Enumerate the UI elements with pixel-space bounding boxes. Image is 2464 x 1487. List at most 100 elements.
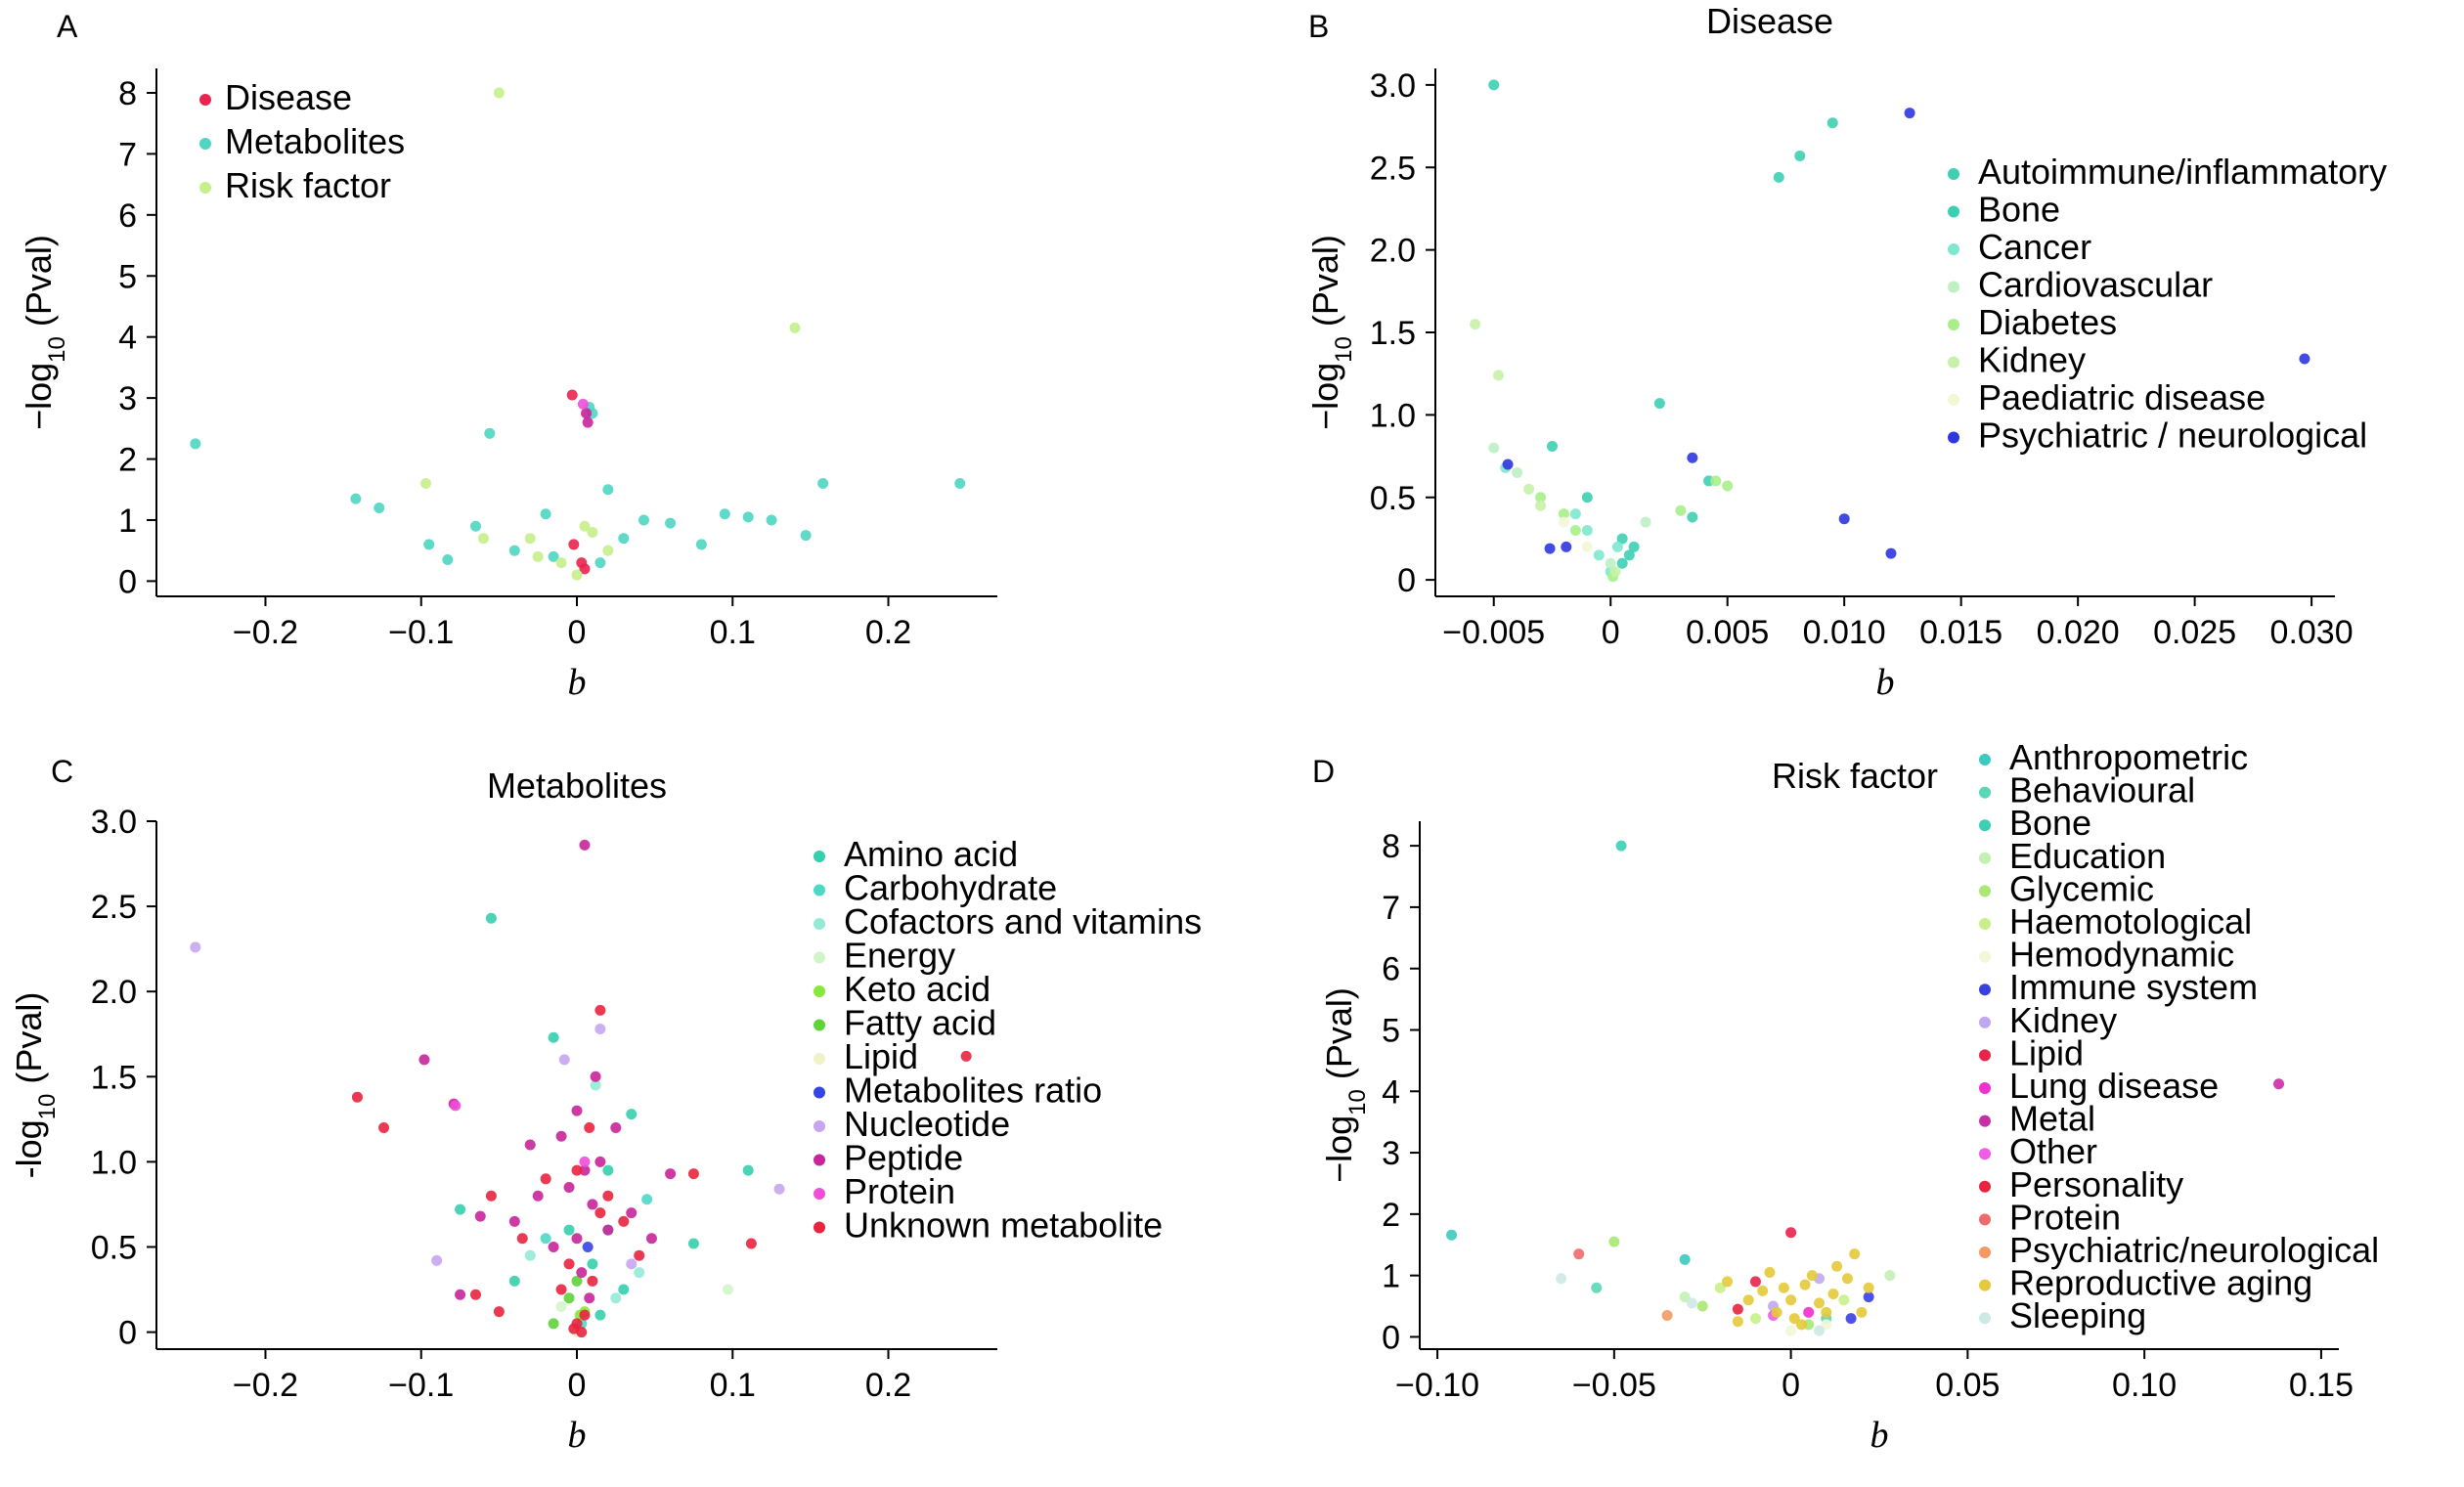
point-metabolites: [954, 478, 966, 490]
point-reproductive-aging: [1785, 1294, 1797, 1306]
point-risk-factor: [587, 526, 598, 538]
point-glycemic: [1608, 1236, 1620, 1247]
point-peptide: [594, 1156, 606, 1167]
panel-a: A −0.2 −0.1 0 0.1 0.2 0 1 2 3 4 5 6 7 8 b −log10 (Pval) D…: [19, 9, 997, 703]
legend-swatch: [814, 1053, 825, 1065]
legend-swatch: [814, 851, 825, 862]
y-tick-label: 4: [118, 320, 137, 357]
x-tick-label: 0.1: [710, 614, 756, 651]
point-nucleotide: [558, 1054, 570, 1066]
point-reproductive-aging: [1799, 1279, 1811, 1290]
legend-label: Unknown metabolite: [844, 1205, 1163, 1246]
x-tick-label: −0.1: [388, 614, 454, 651]
point-bone: [1615, 840, 1627, 852]
panel-c: C Metabolites −0.2 −0.1 0 0.1 0.2 0 0.5 1.0 1.5 2.0…: [9, 754, 1202, 1456]
x-axis-title: b: [568, 1415, 587, 1456]
point-metabolites: [742, 511, 754, 523]
x-tick-label: 0.025: [2153, 614, 2236, 651]
y-tick-label: 1.0: [1370, 397, 1416, 434]
point-autoimmune-inflammatory: [1773, 171, 1784, 183]
point-lipid: [1785, 1227, 1797, 1239]
point-unknown-metabolite: [584, 1122, 595, 1134]
y-tick-label: 3.0: [91, 804, 137, 841]
points-group: [190, 839, 972, 1338]
point-kidney: [1493, 370, 1505, 381]
legend-swatch: [814, 1221, 825, 1234]
legend-label: Diabetes: [1978, 302, 2117, 342]
x-tick-label: 0: [1602, 614, 1620, 651]
point-psychiatric-neurological: [1544, 543, 1556, 554]
panel-title: Disease: [1706, 1, 1833, 41]
point-amino-acid: [548, 1031, 559, 1043]
legend-swatch: [1948, 168, 1959, 180]
point-immune-system: [1845, 1313, 1857, 1325]
point-unknown-metabolite: [351, 1091, 363, 1103]
point-reproductive-aging: [1849, 1248, 1861, 1260]
x-tick-label: 0: [568, 614, 587, 651]
point-reproductive-aging: [1742, 1294, 1754, 1306]
legend-label: Sleeping: [2009, 1295, 2146, 1335]
point-risk-factor: [493, 87, 505, 99]
legend-swatch: [1948, 356, 1959, 369]
point-amino-acid: [508, 1275, 520, 1287]
point-risk-factor: [571, 569, 583, 581]
legend-swatch: [814, 1086, 825, 1099]
point-peptide: [555, 1130, 567, 1142]
point-peptide: [474, 1210, 486, 1222]
x-tick-label: 0: [1782, 1367, 1800, 1404]
point-peptide: [455, 1289, 466, 1300]
point-unknown-metabolite: [493, 1306, 505, 1318]
point-peptide: [582, 416, 594, 428]
legend-swatch: [814, 1188, 825, 1200]
y-tick-label: 6: [1382, 951, 1400, 988]
point-risk-factor: [477, 533, 489, 545]
point-psychiatric-neurological: [1687, 452, 1698, 463]
point-metabolites: [469, 520, 481, 532]
point-bone: [1616, 557, 1628, 569]
legend-label: Kidney: [2009, 1000, 2117, 1040]
legend-swatch: [1948, 394, 1959, 406]
point-kidney: [1535, 500, 1547, 511]
y-tick-label: 2: [118, 442, 137, 479]
legend-swatch: [1979, 1312, 1991, 1325]
y-tick-label: 1.0: [91, 1144, 137, 1181]
point-unknown-metabolite: [555, 1284, 567, 1295]
legend-label: Psychiatric / neurological: [1978, 415, 2367, 456]
point-unknown-metabolite: [568, 1323, 580, 1334]
legend-label: Paediatric disease: [1978, 377, 2266, 417]
x-tick-label: 0.10: [2112, 1367, 2177, 1404]
point-autoimmune-inflammatory: [1653, 398, 1665, 410]
point-metabolites: [548, 550, 559, 562]
x-tick-label: 0.15: [2289, 1367, 2354, 1404]
point-unknown-metabolite: [745, 1238, 757, 1249]
point-risk-factor: [532, 550, 544, 562]
point-metabolites: [602, 484, 614, 496]
x-tick-label: 0.05: [1935, 1367, 2000, 1404]
point-reproductive-aging: [1771, 1306, 1782, 1318]
point-fatty-acid: [548, 1318, 559, 1330]
point-autoimmune-inflammatory: [1623, 549, 1635, 561]
point-peptide: [602, 1224, 614, 1236]
point-amino-acid: [455, 1203, 466, 1215]
panel-letter: A: [57, 9, 78, 44]
y-tick-label: 3.0: [1370, 67, 1416, 105]
point-psychiatric-neurological: [1502, 459, 1514, 470]
point-diabetes: [1675, 504, 1687, 516]
legend-swatch: [1979, 786, 1991, 799]
x-tick-label: −0.2: [233, 614, 298, 651]
legend-label: Bone: [2009, 803, 2091, 843]
y-tick-label: 0: [118, 1315, 137, 1352]
legend-swatch: [814, 985, 825, 997]
point-psychiatric-neurological: [1885, 547, 1897, 559]
point-nucleotide: [594, 1024, 606, 1035]
legend-label: Cofactors and vitamins: [844, 901, 1202, 941]
point-risk-factor: [579, 520, 591, 532]
point-unknown-metabolite: [540, 1173, 551, 1185]
point-psychiatric-neurological: [1561, 541, 1572, 552]
panel-b: B Disease −0.005 0 0.005 0.010 0.015 0.020 0.025…: [1305, 1, 2387, 703]
point-metabolites: [594, 557, 606, 569]
point-unknown-metabolite: [960, 1050, 972, 1062]
point-disease: [566, 389, 578, 401]
point-cofactors-and-vitamins: [610, 1292, 622, 1304]
